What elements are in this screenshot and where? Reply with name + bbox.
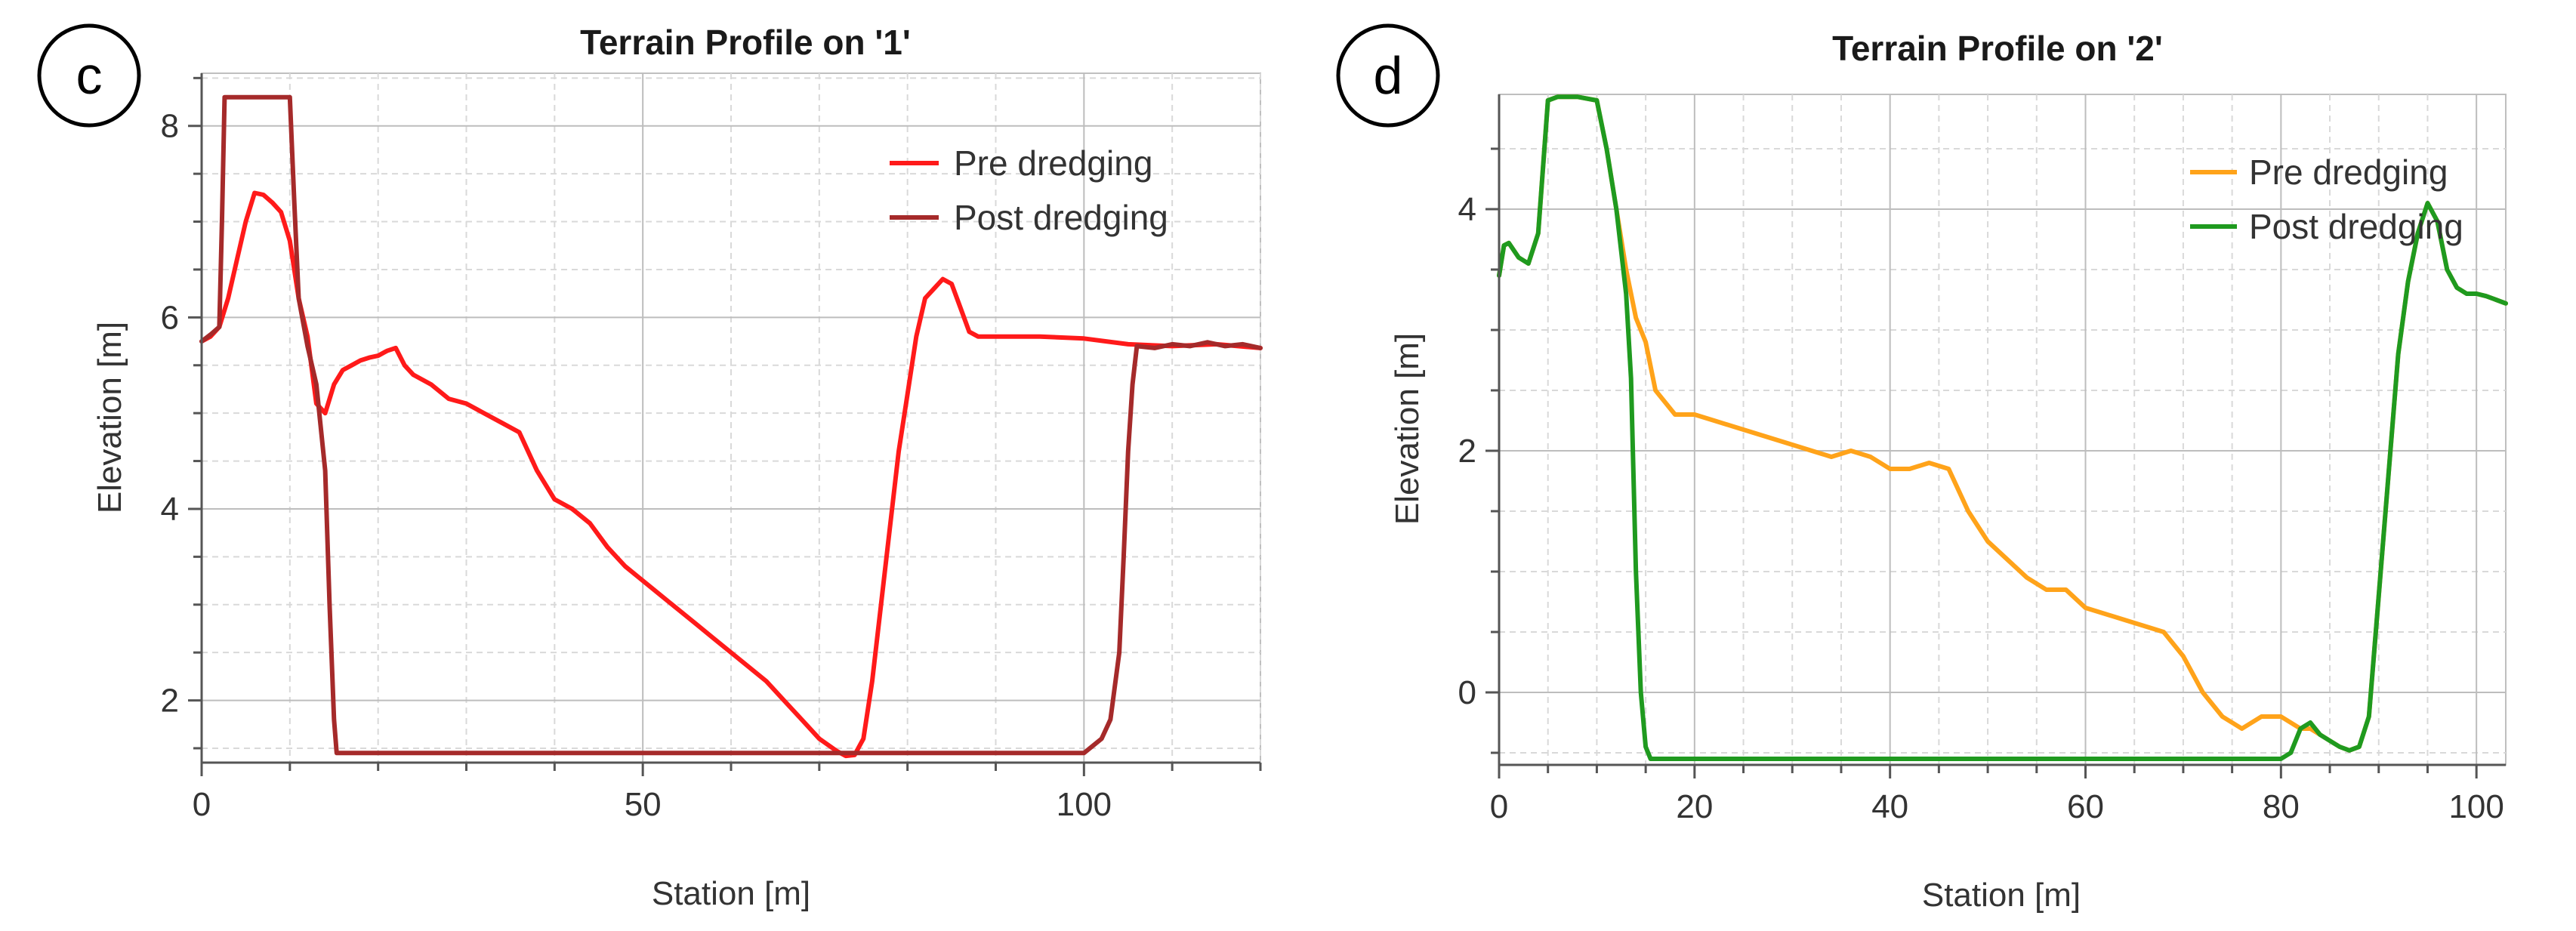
- series-line-post-dredging: [1497, 94, 2508, 761]
- x-tick-label: 100: [1057, 786, 1112, 823]
- legend-d: Pre dredging Post dredging: [2190, 153, 2463, 246]
- y-tick-label: 2: [161, 683, 179, 720]
- x-tick-label: 0: [193, 786, 211, 823]
- legend-label-pre-c: Pre dredging: [954, 143, 1152, 183]
- x-axis-label-d: Station [m]: [1922, 877, 2081, 914]
- x-tick-label: 20: [1676, 788, 1713, 825]
- panel-label-circle-c: [37, 23, 141, 128]
- panel-label-d: d: [1374, 46, 1403, 105]
- x-tick-label: 40: [1871, 788, 1908, 825]
- legend-label-pre-d: Pre dredging: [2249, 153, 2448, 192]
- series-group-c: [199, 94, 1263, 759]
- grid-c: [201, 73, 1261, 763]
- chart-title-d: Terrain Profile on '2': [1832, 29, 2163, 68]
- chart-title-c: Terrain Profile on '1': [580, 23, 911, 62]
- y-tick-label: 8: [161, 108, 179, 145]
- series-line-post-dredging: [199, 94, 1263, 756]
- grid-d: [1498, 94, 2506, 765]
- y-tick-label: 4: [1458, 191, 1476, 228]
- y-ticks-c: 2 4 6 8: [161, 76, 202, 750]
- y-tick-label: 2: [1458, 433, 1476, 470]
- x-ticks-c: 0 50 100: [193, 763, 1262, 823]
- panel-c: c Terrain Profile on '1' 0 50 100 2 4 6 8 Sta…: [37, 23, 1263, 912]
- y-ticks-d: 0 2 4: [1458, 147, 1499, 754]
- x-ticks-d: 0 20 40 60 80 100: [1490, 765, 2504, 825]
- panel-d: d Terrain Profile on '2' 0 20 40 60 80 100 0 2…: [1336, 23, 2508, 914]
- y-tick-label: 0: [1458, 674, 1476, 711]
- panel-label-circle-d: [1336, 23, 1440, 128]
- legend-label-post-d: Post dredging: [2249, 207, 2463, 246]
- x-tick-label: 0: [1490, 788, 1508, 825]
- panel-label-c: c: [76, 46, 103, 105]
- x-tick-label: 100: [2448, 788, 2504, 825]
- y-tick-label: 4: [161, 491, 179, 528]
- x-tick-label: 50: [625, 786, 662, 823]
- plot-area-d: [1498, 94, 2507, 766]
- y-axis-label-d: Elevation [m]: [1389, 333, 1426, 525]
- y-tick-label: 6: [161, 299, 179, 336]
- x-tick-label: 80: [2263, 788, 2300, 825]
- legend-c: Pre dredging Post dredging: [890, 143, 1168, 237]
- y-axis-label-c: Elevation [m]: [91, 322, 128, 513]
- series-group-d: [1497, 94, 2508, 761]
- x-axis-label-c: Station [m]: [652, 875, 810, 912]
- x-tick-label: 60: [2067, 788, 2104, 825]
- legend-label-post-c: Post dredging: [954, 198, 1168, 237]
